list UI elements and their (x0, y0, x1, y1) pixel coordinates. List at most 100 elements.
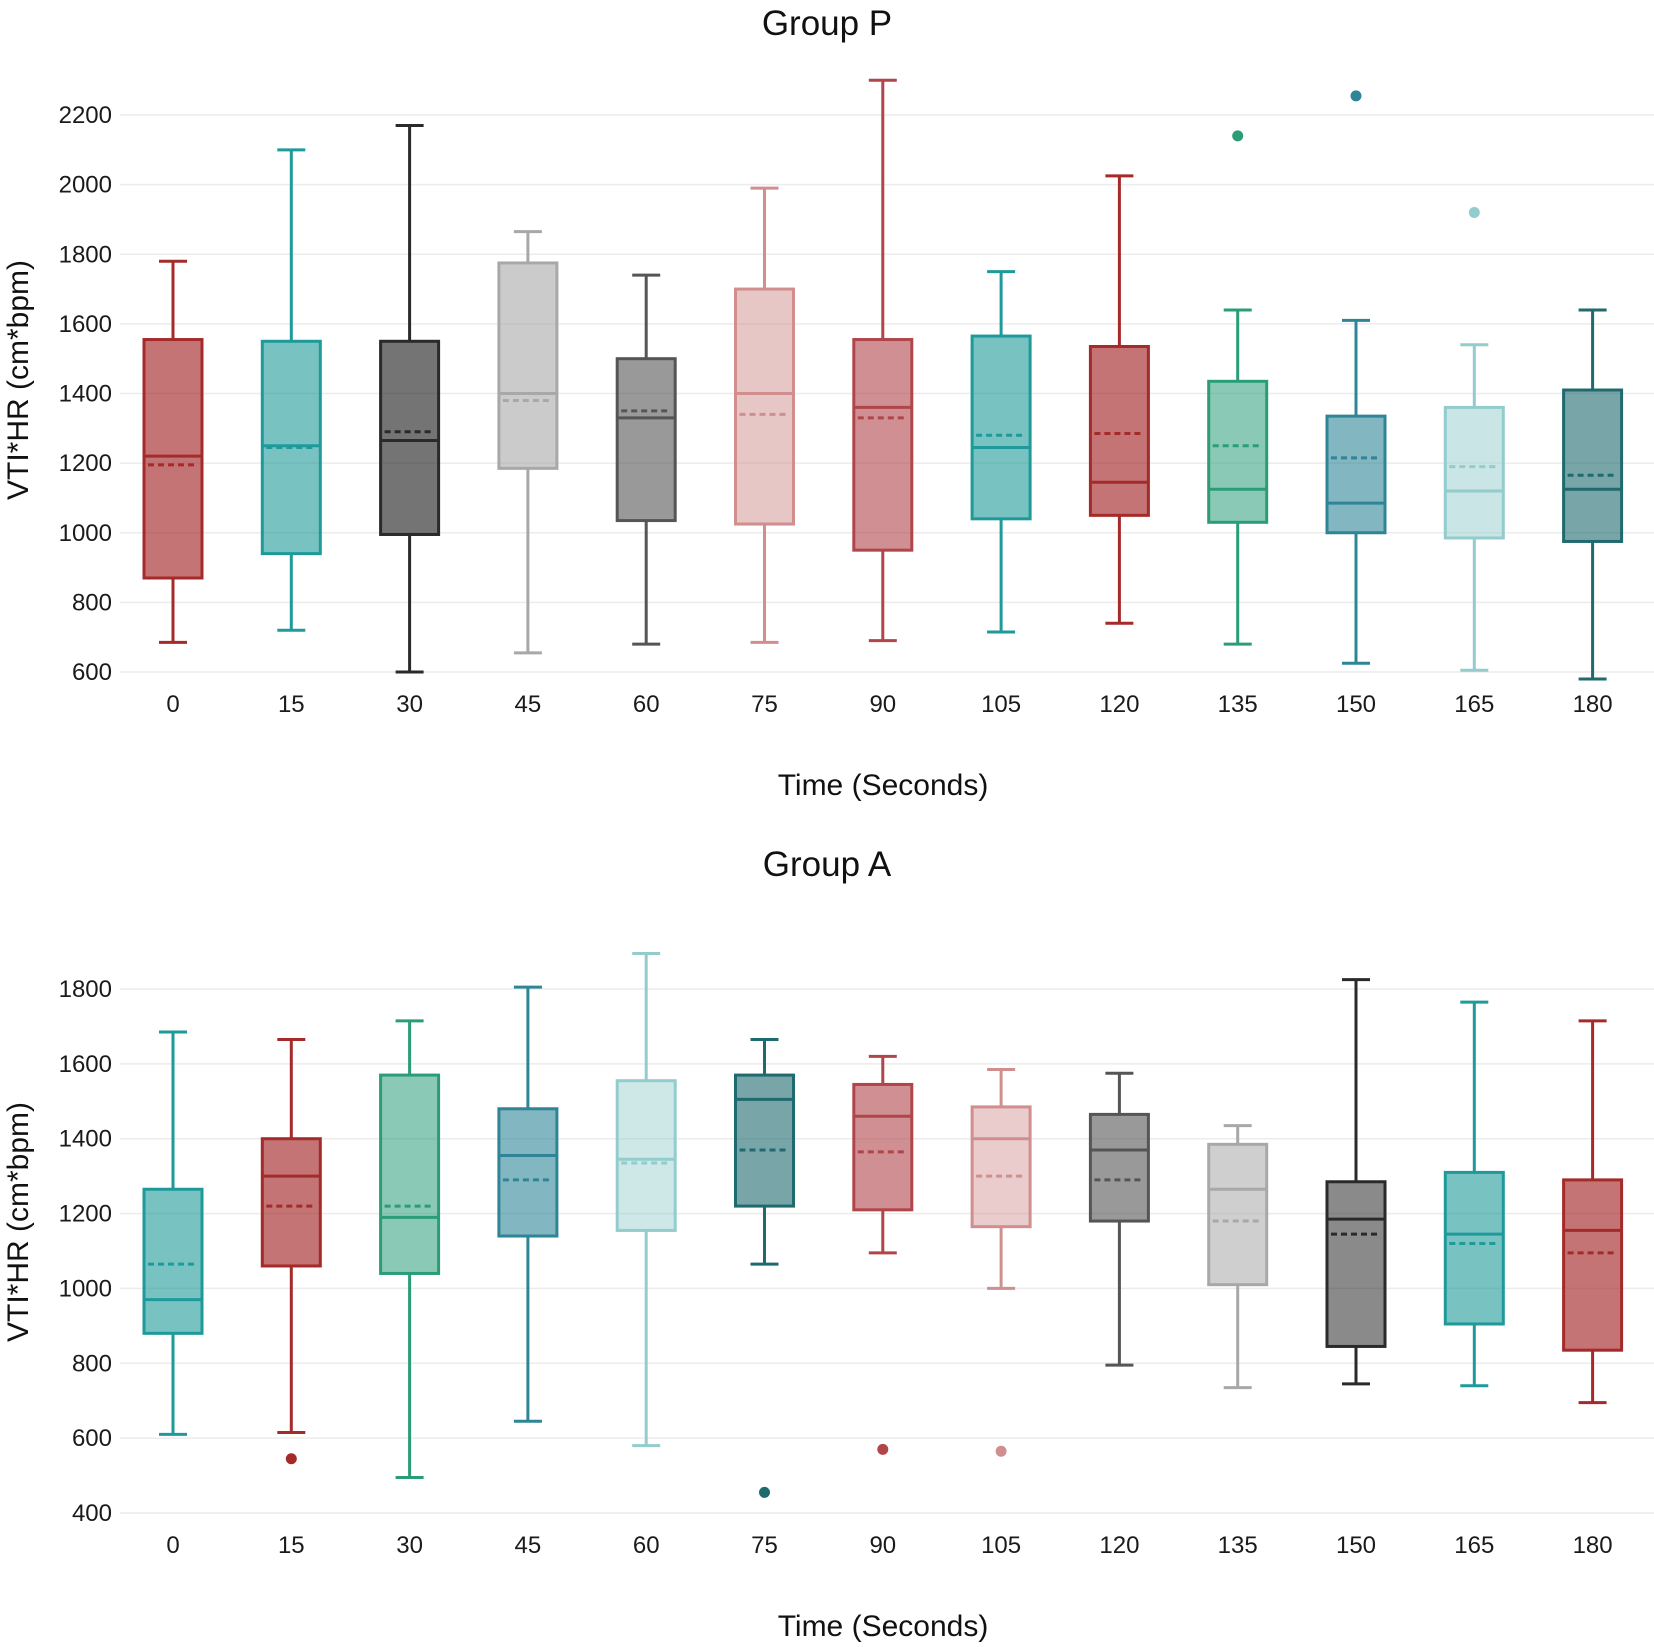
x-tick-label: 135 (1218, 691, 1258, 718)
box-plot-0 (142, 259, 204, 644)
outlier-point (1468, 206, 1480, 218)
y-tick-label: 1200 (59, 450, 112, 477)
x-tick-label: 180 (1573, 1532, 1613, 1559)
iqr-box (852, 1082, 914, 1212)
x-tick-label: 15 (278, 691, 305, 718)
box-plot-150 (1325, 978, 1387, 1386)
outlier-point (1350, 90, 1362, 102)
y-tick-labels: 600 800 1000 1200 1400 1600 1800 2000 2200 (59, 102, 112, 686)
x-tick-label: 0 (166, 691, 179, 718)
iqr-box (734, 287, 795, 526)
x-tick-labels: 0 15 30 45 60 75 90 105 120 135 150 165 180 (166, 1532, 1612, 1559)
x-tick-label: 180 (1573, 691, 1613, 718)
y-tick-label: 800 (72, 589, 112, 616)
x-tick-label: 90 (869, 1532, 896, 1559)
x-tick-label: 60 (633, 1532, 660, 1559)
box-plot-60 (615, 273, 677, 646)
box-plot-30 (379, 123, 441, 674)
box-plot-180 (1562, 1019, 1624, 1405)
x-tick-label: 15 (278, 1532, 305, 1559)
y-tick-label: 800 (72, 1350, 112, 1377)
outlier-point (285, 1453, 297, 1465)
x-tick-label: 0 (166, 1532, 179, 1559)
box-plot-120 (1088, 174, 1150, 625)
box-plot-150 (1325, 90, 1387, 665)
iqr-box (1562, 388, 1624, 543)
y-tick-label: 1600 (59, 1051, 112, 1078)
iqr-box (1088, 345, 1150, 517)
x-tick-label: 150 (1336, 691, 1376, 718)
x-tick-label: 75 (751, 1532, 778, 1559)
y-tick-label: 600 (72, 1425, 112, 1452)
x-tick-label: 120 (1099, 691, 1139, 718)
x-tick-label: 75 (751, 691, 778, 718)
iqr-box (142, 1187, 204, 1335)
x-tick-label: 165 (1454, 1532, 1494, 1559)
iqr-box (497, 261, 559, 470)
x-tick-label: 60 (633, 691, 660, 718)
x-tick-label: 120 (1099, 1532, 1139, 1559)
box-plot-135 (1207, 130, 1269, 646)
box-plot-15 (260, 1038, 322, 1465)
x-tick-label: 45 (515, 1532, 542, 1559)
iqr-box (1207, 379, 1269, 524)
x-tick-label: 30 (396, 1532, 423, 1559)
box-plot-45 (497, 230, 559, 655)
x-tick-label: 105 (981, 691, 1021, 718)
box-plot-90 (852, 78, 914, 643)
x-tick-label: 90 (869, 691, 896, 718)
iqr-box (379, 1073, 441, 1275)
box-plot-165 (1443, 206, 1505, 672)
x-tick-label: 105 (981, 1532, 1021, 1559)
box-plot-90 (852, 1054, 914, 1455)
iqr-box (1443, 405, 1505, 540)
box-plot-45 (497, 985, 559, 1423)
y-tick-label: 1400 (59, 1126, 112, 1153)
boxes (142, 951, 1624, 1498)
iqr-box (734, 1073, 795, 1208)
box-plot-30 (379, 1019, 441, 1479)
iqr-box (615, 1079, 677, 1232)
iqr-box (142, 338, 204, 580)
y-tick-label: 600 (72, 659, 112, 686)
y-axis-label-text: VTI*HR (cm*bpm) (2, 1102, 35, 1342)
y-tick-label: 1400 (59, 381, 112, 408)
outlier-point (759, 1486, 770, 1498)
x-tick-label: 165 (1454, 691, 1494, 718)
iqr-box (1325, 414, 1387, 535)
boxes (142, 78, 1624, 681)
x-tick-label: 135 (1218, 1532, 1258, 1559)
chart-title: Group P (762, 4, 892, 43)
box-plot-15 (260, 148, 322, 632)
outlier-point (877, 1443, 889, 1455)
outlier-point (995, 1445, 1007, 1457)
y-tick-label: 1000 (59, 1275, 112, 1302)
x-tick-label: 150 (1336, 1532, 1376, 1559)
chart-title: Group A (763, 845, 892, 884)
y-axis-label: VTI*HR (cm*bpm) (2, 1102, 35, 1342)
box-plot-75 (734, 186, 795, 644)
box-plot-180 (1562, 308, 1624, 681)
box-plot-105 (970, 270, 1032, 634)
x-axis-label: Time (Seconds) (778, 769, 989, 802)
y-tick-label: 1800 (59, 241, 112, 268)
iqr-box (379, 339, 441, 536)
iqr-box (615, 357, 677, 523)
y-axis-label-text: VTI*HR (cm*bpm) (2, 260, 35, 500)
iqr-box (852, 338, 914, 552)
x-axis-label: Time (Seconds) (778, 1610, 989, 1643)
y-tick-label: 400 (72, 1500, 112, 1527)
box-plot-0 (142, 1030, 204, 1436)
box-plot-135 (1207, 1124, 1269, 1390)
x-tick-labels: 0 15 30 45 60 75 90 105 120 135 150 165 180 (166, 691, 1612, 718)
iqr-box (1443, 1170, 1505, 1326)
y-tick-label: 1200 (59, 1201, 112, 1228)
box-plot-165 (1443, 1000, 1505, 1388)
iqr-box (1088, 1112, 1150, 1223)
box-plot-75 (734, 1038, 795, 1498)
y-tick-labels: 400 600 800 1000 1200 1400 1600 1800 (59, 976, 112, 1527)
y-tick-label: 1000 (59, 520, 112, 547)
y-tick-label: 2000 (59, 172, 112, 199)
chart-group-p: Group P VTI*HR (cm*bpm) Time (Seconds) 6… (2, 4, 1654, 802)
